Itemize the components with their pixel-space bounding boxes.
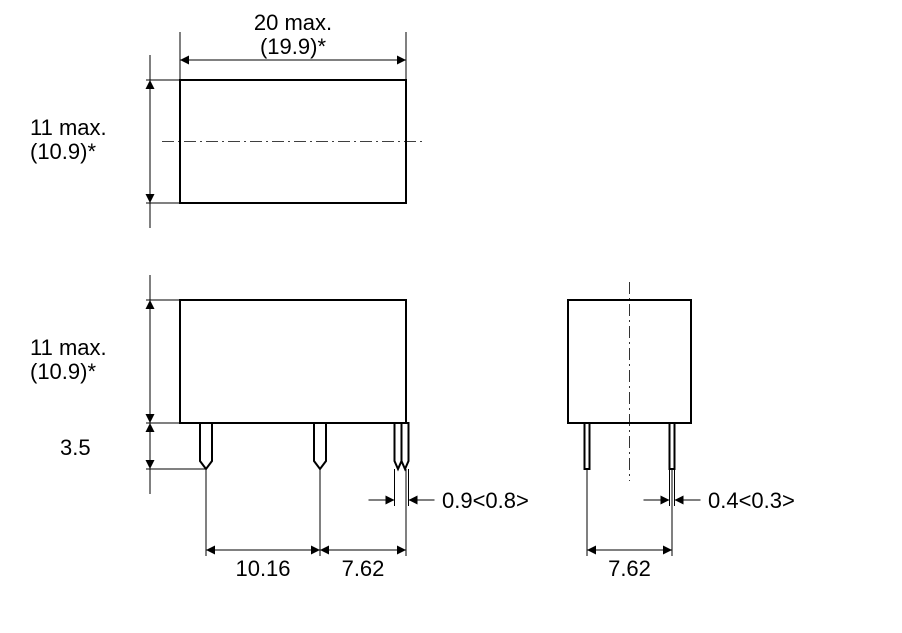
dim-height-front-sub: (10.9)* — [30, 359, 96, 384]
dim-side-pitch: 7.62 — [608, 556, 651, 581]
dim-pitch-b: 7.62 — [342, 556, 385, 581]
dim-width-top: 20 max. — [254, 10, 332, 35]
dim-height-front: 11 max. — [30, 335, 107, 360]
dim-width-top-sub: (19.9)* — [260, 34, 326, 59]
dim-pin-width-front: 0.9<0.8> — [442, 488, 529, 513]
dim-pin-width-side: 0.4<0.3> — [708, 488, 795, 513]
dim-pin-length: 3.5 — [60, 435, 91, 460]
dim-height-top-sub: (10.9)* — [30, 139, 96, 164]
mechanical-drawing: 20 max.(19.9)*11 max.(10.9)*11 max.(10.9… — [0, 0, 902, 633]
dim-pitch-a: 10.16 — [235, 556, 290, 581]
dim-height-top: 11 max. — [30, 115, 107, 140]
